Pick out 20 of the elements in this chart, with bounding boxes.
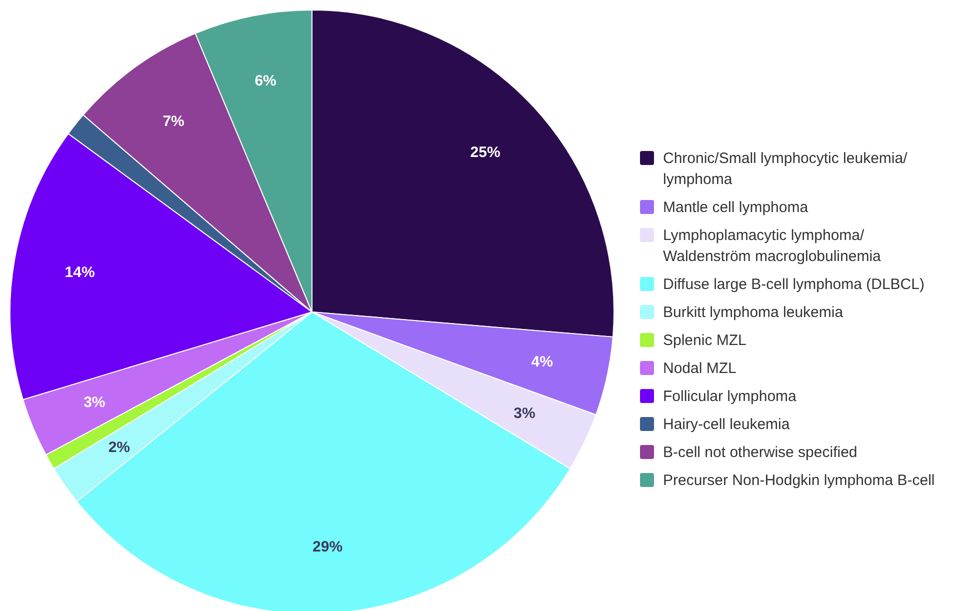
legend-label: Splenic MZL [663, 331, 748, 351]
legend-label: Precurser Non-Hodgkin lymphoma B-cell [663, 471, 936, 491]
data-label: 2% [108, 438, 130, 456]
legend-label: B-cell not otherwise specified [663, 443, 858, 463]
data-label: 25% [470, 144, 500, 161]
data-label: 4% [531, 354, 553, 371]
data-label: 3% [514, 405, 536, 422]
legend-label: Diffuse large B-cell lymphoma (DLBCL) [663, 275, 926, 295]
legend-label: Nodal MZL [663, 359, 738, 379]
data-label: 7% [162, 112, 184, 130]
legend-label: Lymphoplamacytic lymphoma/ Waldenström macroglobulinemia [663, 226, 882, 267]
data-label: 29% [312, 538, 343, 556]
data-label: 14% [64, 264, 95, 281]
data-label: 6% [254, 72, 276, 90]
legend-label: Hairy-cell leukemia [663, 415, 791, 435]
legend-label: Follicular lymphoma [663, 387, 798, 407]
legend-label: Mantle cell lymphoma [663, 198, 810, 218]
legend-label: Burkitt lymphoma leukemia [663, 303, 844, 323]
legend-label: Chronic/Small lymphocytic leukemia/ lymphoma [663, 149, 908, 190]
data-label: 3% [84, 394, 106, 411]
